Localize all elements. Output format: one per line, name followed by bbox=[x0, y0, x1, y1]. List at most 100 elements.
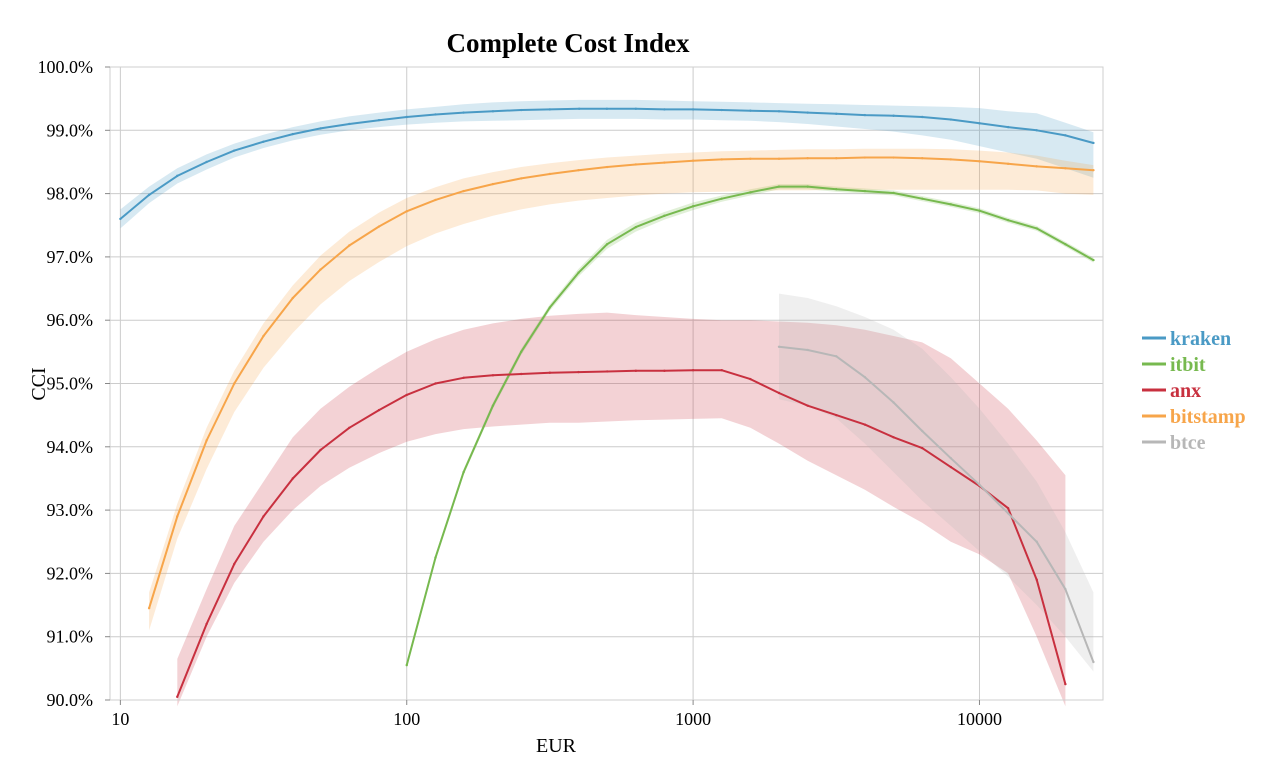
itbit-point bbox=[663, 214, 666, 217]
kraken-point bbox=[176, 174, 179, 178]
kraken-point bbox=[577, 107, 581, 110]
anx-point bbox=[892, 436, 895, 439]
y-tick-label: 91.0% bbox=[47, 627, 94, 647]
itbit-point bbox=[1035, 227, 1038, 230]
kraken-point bbox=[377, 118, 381, 122]
btce-point bbox=[921, 429, 924, 433]
btce-point bbox=[1092, 660, 1095, 664]
itbit-point bbox=[949, 203, 953, 206]
itbit-point bbox=[577, 271, 580, 274]
kraken-point bbox=[348, 122, 351, 126]
itbit-point bbox=[605, 243, 609, 246]
anx-point bbox=[605, 370, 609, 373]
btce-point bbox=[863, 375, 867, 379]
kraken-point bbox=[462, 111, 465, 114]
btce-point bbox=[949, 456, 953, 460]
kraken-point bbox=[720, 108, 723, 112]
legend: kraken itbit anx bitstamp btce bbox=[1142, 328, 1246, 454]
bitstamp-point bbox=[720, 158, 723, 161]
x-tick-label: 1000 bbox=[675, 709, 711, 729]
anx-point bbox=[348, 426, 351, 430]
itbit-point bbox=[519, 350, 523, 354]
itbit-point bbox=[491, 404, 495, 407]
kraken-point bbox=[119, 217, 122, 221]
bitstamp-point bbox=[262, 334, 265, 338]
kraken-point bbox=[147, 193, 151, 197]
btce-point bbox=[777, 345, 781, 348]
itbit-point bbox=[405, 663, 408, 667]
bitstamp-point bbox=[462, 189, 465, 193]
bitstamp-point bbox=[777, 157, 781, 160]
anx-point bbox=[491, 374, 495, 377]
kraken-point bbox=[663, 108, 666, 111]
anx-point bbox=[405, 393, 408, 397]
legend-label-bitstamp: bitstamp bbox=[1170, 406, 1246, 428]
anx-line bbox=[176, 369, 1067, 698]
itbit-point bbox=[1006, 218, 1010, 222]
itbit-point bbox=[835, 187, 838, 191]
itbit-point bbox=[462, 470, 465, 474]
anx-point bbox=[577, 370, 580, 374]
y-tick-label: 98.0% bbox=[47, 184, 94, 204]
kraken-band bbox=[120, 99, 1094, 229]
anx-point bbox=[634, 369, 638, 373]
anx-point bbox=[921, 446, 924, 450]
kraken-point bbox=[434, 113, 437, 116]
bitstamp-point bbox=[548, 172, 552, 176]
bitstamp-point bbox=[749, 157, 752, 160]
y-tick-label: 90.0% bbox=[47, 690, 94, 710]
anx-point bbox=[949, 465, 953, 469]
itbit-point bbox=[749, 191, 752, 194]
bitstamp-point bbox=[147, 607, 151, 610]
anx-point bbox=[663, 369, 666, 373]
kraken-point bbox=[749, 109, 752, 112]
bitstamp-point bbox=[978, 160, 981, 163]
kraken-point bbox=[1035, 129, 1038, 132]
y-tick-label: 93.0% bbox=[47, 500, 94, 520]
itbit-point bbox=[806, 185, 809, 188]
bitstamp-line bbox=[148, 156, 1094, 609]
bitstamp-point bbox=[233, 382, 236, 385]
itbit-point bbox=[634, 225, 638, 229]
bitstamp-point bbox=[491, 182, 495, 186]
anx-point bbox=[777, 391, 781, 395]
y-axis-label: CCI bbox=[28, 367, 50, 400]
btce-point bbox=[835, 355, 838, 358]
kraken-point bbox=[1064, 134, 1067, 137]
itbit-point bbox=[863, 189, 867, 193]
anx-point bbox=[291, 477, 294, 480]
itbit-point bbox=[720, 197, 723, 200]
btce-band bbox=[779, 293, 1094, 672]
y-tick-label: 99.0% bbox=[47, 120, 94, 140]
x-tick-label: 10000 bbox=[957, 709, 1002, 729]
chart-title: Complete Cost Index bbox=[447, 28, 690, 58]
legend-label-btce: btce bbox=[1170, 432, 1206, 454]
anx-point bbox=[806, 404, 809, 407]
bitstamp-point bbox=[405, 210, 408, 213]
itbit-point bbox=[921, 197, 924, 200]
y-axis-ticks: 90.0% 91.0% 92.0% 93.0% 94.0% 95.0% 96.0% 97.0%… bbox=[38, 57, 110, 710]
legend-label-itbit: itbit bbox=[1170, 354, 1206, 376]
bitstamp-point bbox=[434, 198, 437, 202]
anx-point bbox=[176, 695, 179, 699]
bitstamp-point bbox=[663, 161, 666, 164]
bitstamp-point bbox=[605, 165, 609, 169]
itbit-point bbox=[548, 306, 552, 309]
bitstamp-point bbox=[319, 268, 322, 271]
kraken-point bbox=[233, 149, 236, 152]
x-tick-label: 10 bbox=[111, 709, 129, 729]
bitstamp-point bbox=[892, 156, 895, 159]
btce-point bbox=[1006, 512, 1010, 515]
kraken-point bbox=[491, 110, 495, 113]
btce-point bbox=[1035, 540, 1038, 543]
x-axis-ticks: 10 100 1000 10000 bbox=[111, 700, 1002, 729]
itbit-point bbox=[691, 205, 695, 208]
anx-point bbox=[519, 372, 523, 376]
bitstamp-point bbox=[949, 158, 953, 161]
bitstamp-point bbox=[205, 439, 208, 442]
itbit-point bbox=[1092, 258, 1095, 262]
anx-point bbox=[434, 382, 437, 385]
anx-point bbox=[863, 423, 867, 426]
y-tick-label: 94.0% bbox=[47, 437, 94, 457]
anx-point bbox=[319, 448, 322, 452]
